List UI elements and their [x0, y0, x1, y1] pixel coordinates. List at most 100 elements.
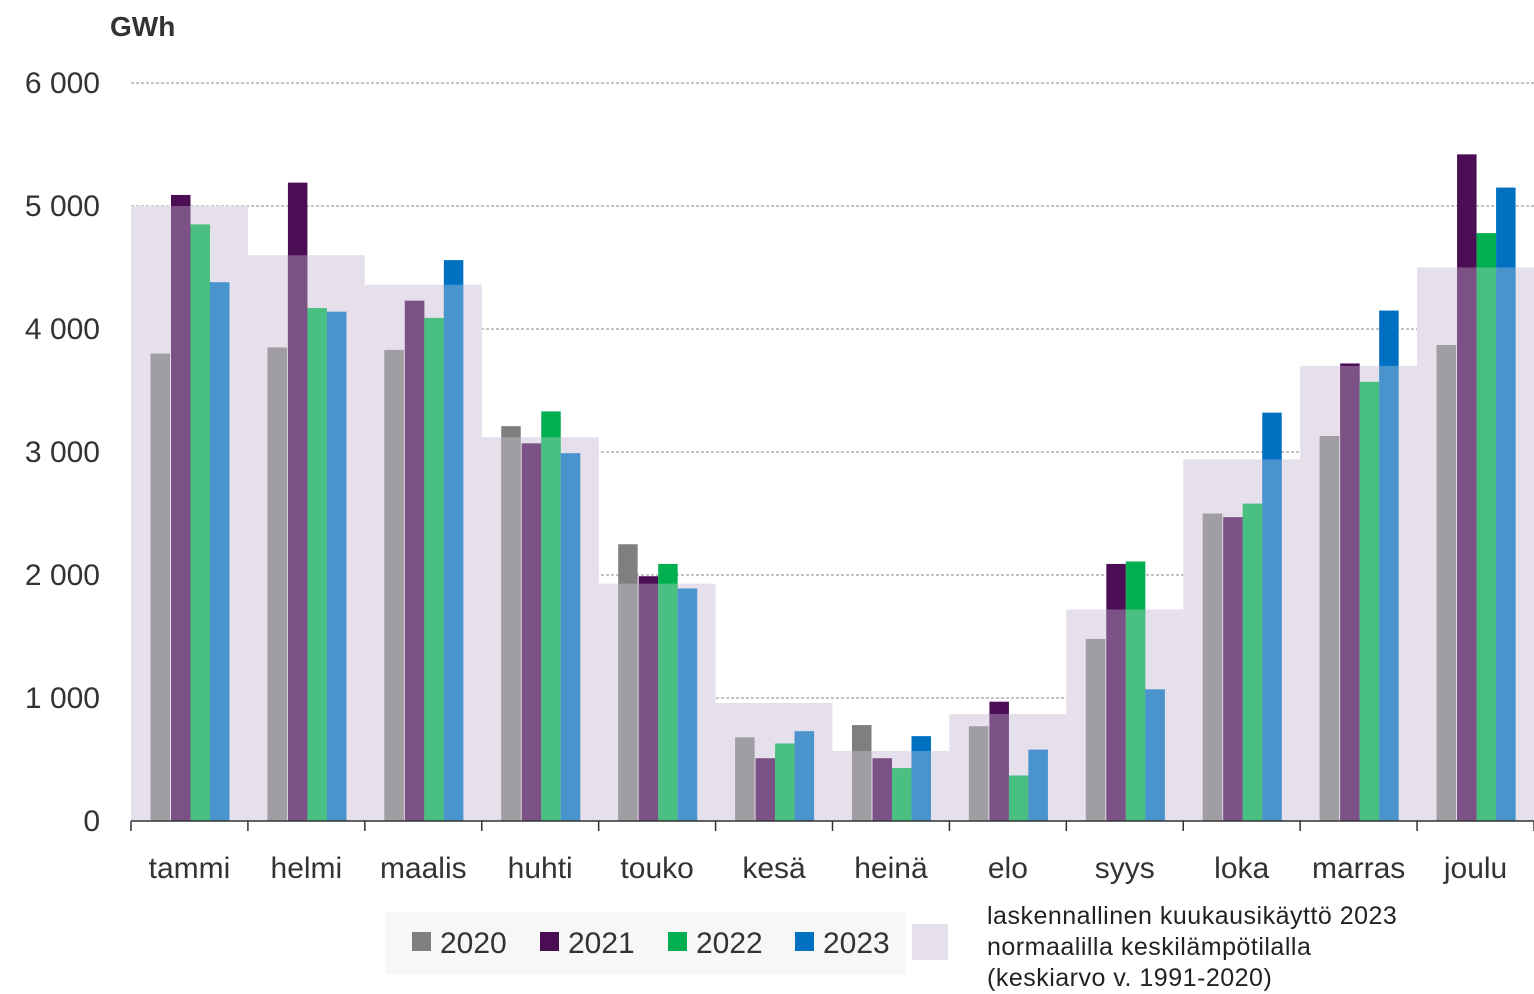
bar-overlap-tint — [404, 300, 425, 822]
bar-overlap-tint — [794, 731, 815, 821]
bar-overlap-tint — [872, 758, 892, 821]
bar-overlap-tint — [852, 750, 872, 821]
bar-overlap-tint — [638, 583, 659, 821]
legend-label-2023: 2023 — [823, 927, 890, 960]
bar-overlap-tint — [1202, 513, 1223, 821]
bar-overlap-tint — [1436, 344, 1457, 821]
y-tick-label: 2 000 — [25, 559, 100, 592]
bar-2020-marras — [1319, 436, 1340, 821]
legend-swatch-2022 — [668, 932, 687, 951]
bar-2023-huhti — [560, 453, 581, 821]
bar-overlap-tint — [755, 758, 776, 821]
bar-2020-maalis — [384, 349, 404, 821]
bar-2022-marras — [1359, 381, 1380, 821]
bar-2021-maalis — [404, 300, 425, 822]
bar-overlap-tint — [1242, 503, 1263, 821]
x-tick-label-syys: syys — [1095, 852, 1155, 885]
bar-2021-touko — [638, 576, 659, 821]
bar-overlap-tint — [287, 255, 308, 821]
legend-swatch-2020 — [412, 932, 431, 951]
x-tick-label-kesä: kesä — [742, 852, 806, 885]
bar-overlap-tint — [735, 737, 755, 821]
legend-swatch-2021 — [540, 932, 559, 951]
bar-overlap-tint — [521, 443, 542, 821]
bar-2021-huhti — [521, 443, 542, 821]
y-axis-ticks: 0 1 000 2 000 3 000 4 000 5 000 6 000 — [25, 67, 100, 838]
bar-2023-helmi — [326, 311, 347, 821]
bar-2020-kesä — [735, 737, 755, 821]
x-tick-label-touko: touko — [620, 852, 693, 885]
bar-2020-heinä — [852, 725, 872, 821]
bar-overlap-tint — [1319, 436, 1340, 821]
y-tick-label: 4 000 — [25, 313, 100, 346]
legend-label-2021: 2021 — [568, 927, 635, 960]
bar-overlap-tint — [541, 437, 561, 821]
bar-2020-tammi — [150, 353, 170, 821]
bar-2022-tammi — [190, 224, 210, 821]
legend-swatch-2023 — [795, 932, 814, 951]
bar-overlap-tint — [1379, 365, 1399, 821]
bar-overlap-tint — [171, 206, 191, 821]
bar-2020-elo — [968, 726, 989, 821]
bar-2022-helmi — [307, 308, 327, 822]
bar-2022-kesä — [775, 743, 795, 821]
bar-2022-elo — [1008, 775, 1029, 821]
bar-2023-syys — [1145, 689, 1165, 821]
bar-2022-maalis — [424, 317, 444, 821]
bar-2023-marras — [1379, 310, 1399, 821]
bar-overlap-tint — [1496, 267, 1516, 821]
bar-2020-huhti — [501, 426, 521, 821]
legend-note-line: laskennallinen kuukausikäyttö 2023 — [987, 902, 1397, 930]
bar-overlap-tint — [560, 453, 581, 821]
bar-2020-helmi — [267, 347, 287, 821]
bar-2021-heinä — [872, 758, 892, 821]
x-tick-label-tammi: tammi — [149, 852, 231, 885]
bar-2021-marras — [1340, 363, 1360, 821]
bar-overlap-tint — [1457, 267, 1477, 821]
y-tick-label: 0 — [83, 805, 100, 838]
bar-overlap-tint — [1340, 365, 1360, 821]
x-tick-label-heinä: heinä — [854, 852, 928, 885]
legend: 2020 2021 2022 2023 laskennallinen kuukausik… — [386, 902, 1397, 992]
bar-2023-loka — [1262, 412, 1282, 821]
y-tick-label: 3 000 — [25, 436, 100, 469]
bar-overlap-tint — [443, 284, 464, 822]
bar-overlap-tint — [968, 726, 989, 821]
y-tick-label: 1 000 — [25, 682, 100, 715]
bar-overlap-tint — [1262, 459, 1282, 821]
bar-2022-touko — [658, 563, 678, 821]
bar-2022-joulu — [1476, 233, 1497, 821]
bar-2022-syys — [1125, 561, 1146, 821]
x-axis: tammi helmi maalis huhti touko kesä heinä elo sy… — [130, 820, 1534, 885]
bar-2020-joulu — [1436, 344, 1457, 821]
bar-overlap-tint — [989, 713, 1009, 821]
bar-overlap-tint — [1223, 517, 1243, 821]
bar-overlap-tint — [190, 224, 210, 821]
bar-2020-touko — [618, 544, 638, 821]
bar-overlap-tint — [1476, 267, 1497, 821]
bar-overlap-tint — [677, 588, 698, 821]
bar-overlap-tint — [1359, 381, 1380, 821]
bar-2021-elo — [989, 701, 1009, 821]
x-tick-label-elo: elo — [988, 852, 1028, 885]
bar-2022-huhti — [541, 411, 561, 821]
bar-overlap-tint — [326, 311, 347, 821]
bar-overlap-tint — [892, 768, 912, 821]
x-tick-label-maalis: maalis — [380, 852, 467, 885]
bar-2021-syys — [1106, 563, 1126, 821]
bar-overlap-tint — [210, 282, 230, 821]
legend-label-2022: 2022 — [696, 927, 763, 960]
bar-2023-joulu — [1496, 187, 1516, 822]
x-tick-label-marras: marras — [1312, 852, 1405, 885]
bar-2023-kesä — [794, 731, 815, 821]
bar-2022-heinä — [892, 768, 912, 821]
y-axis-unit-label: GWh — [110, 11, 175, 42]
x-tick-label-loka: loka — [1214, 852, 1269, 885]
bar-2023-maalis — [443, 260, 464, 821]
x-tick-label-helmi: helmi — [271, 852, 343, 885]
grid-lines — [131, 82, 1534, 699]
legend-note-line: normaalilla keskilämpötilalla — [987, 933, 1311, 961]
y-tick-label: 6 000 — [25, 67, 100, 100]
bar-2023-touko — [677, 588, 698, 821]
bar-2023-tammi — [210, 282, 230, 821]
